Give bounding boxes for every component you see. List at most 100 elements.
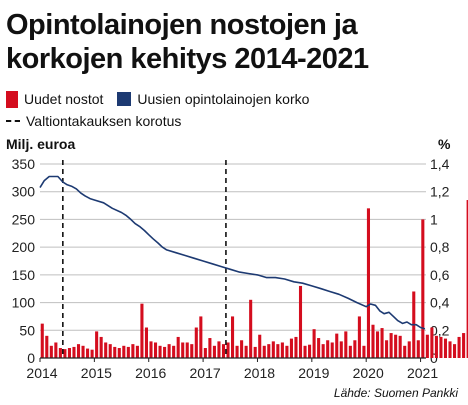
bar [389,333,393,358]
bar [86,348,90,358]
bar [144,327,149,358]
bar [375,331,380,358]
bar [208,338,212,358]
bar [140,303,144,358]
bar [298,285,303,358]
legend-item-dashed: Valtiontakauksen korotus [6,110,181,132]
bar [416,340,420,358]
x-tick-label: 2020 [353,365,384,381]
x-tick-label: 2019 [298,365,329,381]
bar [421,219,425,358]
bar [439,336,443,358]
bar [321,344,325,358]
bar [235,345,239,358]
bar [72,346,76,358]
bar [462,333,466,358]
bar [380,328,384,358]
bar [403,345,407,358]
bar [271,341,275,358]
bar [285,345,289,358]
bar [276,344,280,358]
bar [217,341,221,358]
bar [153,342,158,358]
bar [122,345,126,358]
bar [385,340,389,358]
x-tick-label: 2018 [244,365,275,381]
bar [326,340,330,358]
bar [190,344,194,358]
y2-tick-label: 1,4 [430,156,450,172]
bar [366,208,371,358]
bar [203,348,207,358]
y2-tick-label: 1 [430,211,438,227]
bar [308,344,312,358]
bar [344,331,348,358]
bar [253,346,257,358]
bar [335,333,339,358]
bar [149,341,153,358]
bar [135,345,139,358]
y-tick-label: 200 [12,239,36,255]
x-tick-label: 2017 [190,365,221,381]
y2-tick-label: 0,2 [430,322,450,338]
y-tick-label: 150 [12,267,36,283]
bar [339,341,343,358]
bar [76,344,81,358]
bar [113,346,117,358]
bar [244,345,248,358]
bar [289,338,293,358]
bar [353,340,357,358]
bar [221,344,226,358]
bar [167,344,171,358]
bar [303,345,307,358]
y2-tick-label: 0 [430,350,438,366]
bar [181,342,185,358]
bar [457,336,461,358]
bar [126,346,130,358]
bar [108,344,112,358]
bar [95,331,99,358]
bar [90,349,94,358]
legend-item-line: Uusien opintolainojen korko [117,88,309,110]
bar [194,327,198,358]
bar [81,345,85,358]
legend-swatch-dashed [6,120,20,122]
bar [430,327,434,358]
bar [398,335,402,358]
y-tick-label: 0 [27,350,35,366]
bar [199,316,203,358]
bar [172,345,176,358]
bar [258,334,262,358]
y-tick-label: 50 [19,322,35,338]
legend-label-bars: Uudet nostot [24,91,104,107]
bar [294,336,298,358]
bar [312,329,316,358]
bar [231,316,235,358]
source-note: Lähde: Suomen Pankki [333,386,458,400]
bar [371,324,375,358]
bar [117,348,121,358]
y2-tick-label: 1,2 [430,184,450,200]
x-tick-label: 2015 [81,365,112,381]
legend-label-line: Uusien opintolainojen korko [137,91,310,107]
bar [317,338,321,358]
legend-item-bars: Uudet nostot [6,88,103,110]
legend-label-dashed: Valtiontakauksen korotus [26,113,182,129]
bar [58,348,62,358]
bar [212,345,216,358]
bar [185,342,189,358]
bar [99,336,103,358]
interest-rate-line [39,175,426,330]
bar [280,342,284,358]
y-tick-label: 250 [12,211,36,227]
bar [453,344,457,358]
bar [226,342,230,358]
bar [249,299,253,358]
bar [163,346,167,358]
x-tick-label: 2021 [407,365,438,381]
bar [240,340,244,358]
y-tick-label: 100 [12,295,36,311]
y2-tick-label: 0,8 [430,239,450,255]
